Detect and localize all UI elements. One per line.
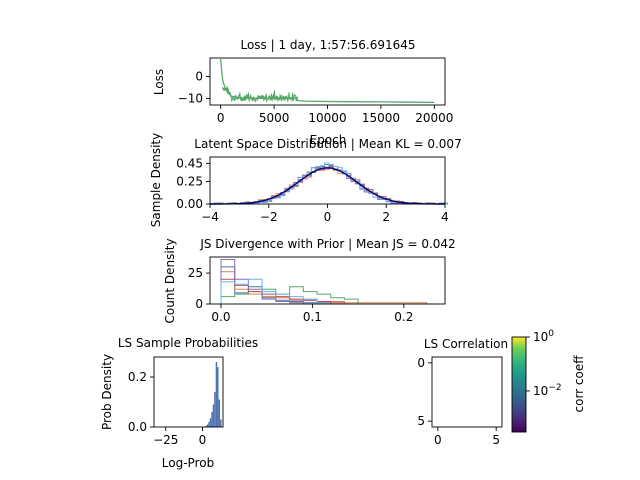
latent-title: Latent Space Distribution | Mean KL = 0.…	[194, 137, 461, 151]
latent-prior-line	[210, 167, 445, 205]
correlation-title: LS Correlation	[424, 337, 508, 351]
correlation-xtick-label: 5	[492, 433, 500, 447]
colorbar-tick-exponent: −2	[548, 383, 561, 393]
sample-prob-bar	[208, 422, 210, 427]
sample-prob-bar	[214, 392, 216, 427]
latent-xtick-label: 0	[324, 210, 332, 224]
latent-xtick-label: 4	[441, 210, 449, 224]
loss-title: Loss | 1 day, 1:57:56.691645	[240, 38, 415, 52]
loss-ytick-label: −10	[178, 91, 203, 105]
latent-series-step	[210, 165, 448, 205]
sample-prob-ytick-label: 0.2	[128, 370, 147, 384]
js-xtick-label: 0.2	[394, 310, 413, 324]
colorbar-frame	[511, 336, 527, 433]
loss-xtick-label: 0	[217, 111, 225, 125]
sample-prob-xtick-label: 0	[199, 433, 207, 447]
correlation-ytick-label: 5	[417, 414, 425, 428]
colorbar-tick-exponent: 0	[548, 329, 554, 339]
colorbar-tick-label: 10−2	[533, 383, 562, 398]
sample-prob-bar	[215, 362, 218, 427]
latent-xtick-label: 2	[382, 210, 390, 224]
latent-ytick-label: 0.25	[176, 174, 203, 188]
latent-panel: Latent Space Distribution | Mean KL = 0.…	[149, 133, 462, 227]
latent-xtick-label: −4	[201, 210, 219, 224]
loss-line	[220, 59, 435, 104]
sample-prob-bar	[206, 424, 209, 427]
colorbar-tick-label: 100	[533, 329, 554, 344]
loss-panel: Loss | 1 day, 1:57:56.691645 0 5000 10000 1…	[152, 38, 453, 147]
correlation-axes-frame	[431, 356, 503, 428]
sample-prob-bar	[218, 399, 221, 427]
latent-series-step	[210, 166, 448, 205]
js-ytick-label: 0	[195, 297, 203, 311]
sample-prob-bar	[217, 367, 219, 427]
latent-series-step	[210, 167, 448, 205]
js-ylabel: Count Density	[163, 238, 177, 323]
sample-prob-title: LS Sample Probabilities	[118, 336, 258, 350]
js-series-step	[220, 278, 441, 305]
sample-prob-bar	[205, 425, 207, 428]
sample-prob-xlabel: Log-Prob	[162, 456, 214, 470]
colorbar-label: corr coeff	[572, 355, 586, 413]
loss-noise-line	[222, 85, 299, 104]
js-axes-frame	[209, 256, 446, 305]
latent-ylabel: Sample Density	[149, 133, 163, 227]
loss-ytick-label: 0	[195, 70, 203, 84]
sample-prob-panel: LS Sample Probabilities −25 0 0.0 0.2 Log-P…	[100, 336, 258, 470]
sample-prob-xtick-label: −25	[153, 433, 178, 447]
sample-prob-bar	[212, 404, 215, 427]
loss-xtick-label: 5000	[259, 111, 290, 125]
latent-ytick-label: 0.00	[176, 197, 203, 211]
loss-ylabel: Loss	[152, 69, 166, 95]
sample-prob-ylabel: Prob Density	[100, 354, 114, 430]
sample-prob-ytick-label: 0.0	[128, 420, 147, 434]
loss-xtick-label: 10000	[308, 111, 346, 125]
latent-series-step	[210, 164, 448, 205]
loss-xtick-label: 15000	[362, 111, 400, 125]
js-series-step	[220, 266, 441, 305]
latent-ytick-label: 0.45	[176, 156, 203, 170]
js-title: JS Divergence with Prior | Mean JS = 0.0…	[199, 237, 455, 251]
loss-xtick-label: 20000	[415, 111, 453, 125]
js-ytick-label: 25	[188, 266, 203, 280]
latent-xtick-label: −2	[260, 210, 278, 224]
js-xtick-label: 0.1	[303, 310, 322, 324]
js-xtick-label: 0.0	[211, 310, 230, 324]
correlation-ytick-label: 0	[417, 356, 425, 370]
js-panel: JS Divergence with Prior | Mean JS = 0.0…	[163, 237, 456, 324]
sample-prob-bar	[220, 419, 222, 427]
colorbar	[512, 337, 526, 432]
correlation-xtick-label: 0	[434, 433, 442, 447]
latent-series-step	[210, 165, 448, 205]
js-series-step	[220, 271, 441, 305]
sample-prob-bar	[211, 412, 213, 427]
loss-xlabel: Epoch	[310, 133, 347, 147]
sample-prob-axes-frame	[153, 356, 224, 428]
sample-prob-bar	[209, 418, 212, 428]
